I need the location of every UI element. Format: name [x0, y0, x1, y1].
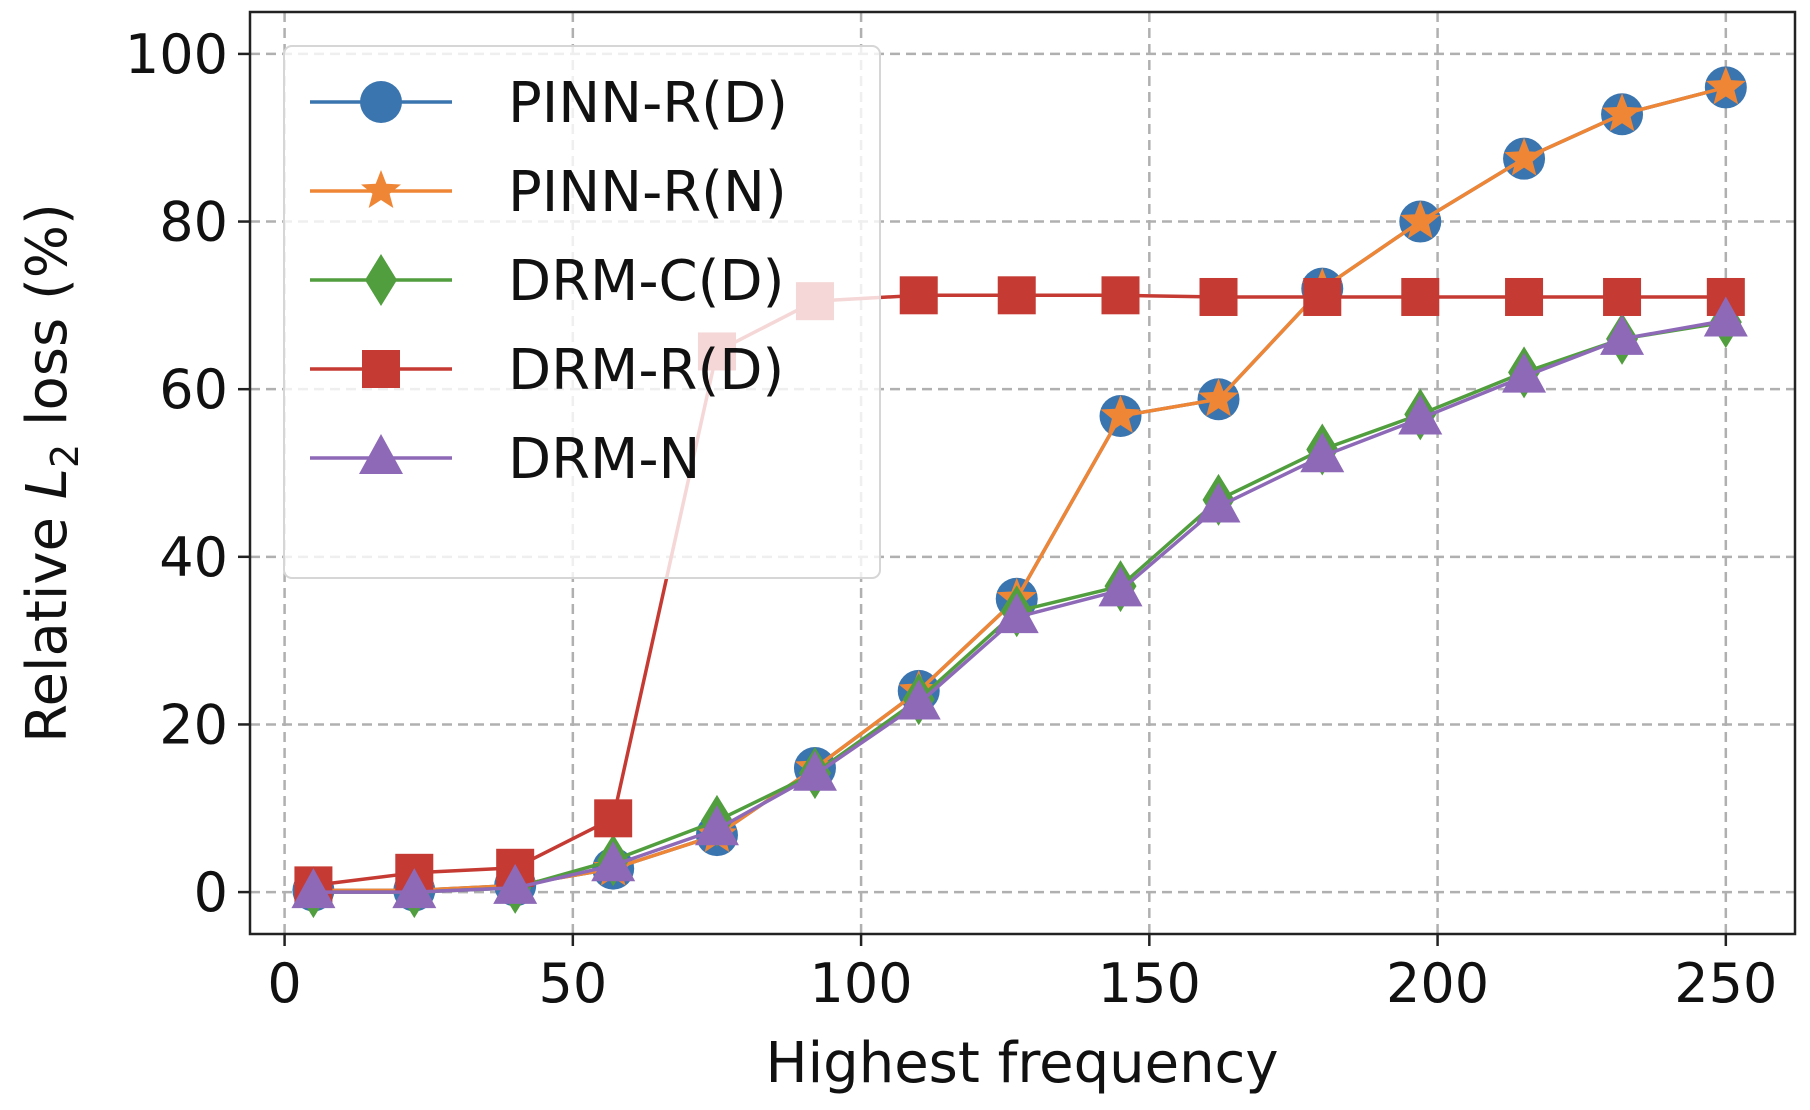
data-point: [392, 868, 437, 909]
data-point: [1705, 66, 1746, 105]
legend-item: PINN-R(N): [310, 160, 787, 225]
legend-marker: [360, 81, 402, 123]
data-point: [994, 593, 1039, 634]
axis-ticks: 0 50 100 150 200 250 0 20 40 60 80 100: [125, 23, 1777, 1015]
x-axis-label: Highest frequency: [766, 1031, 1279, 1096]
plot-frame: [248, 10, 1797, 936]
y-tick-label: 40: [159, 526, 228, 589]
data-point: [1502, 352, 1547, 393]
x-tick-label: 0: [267, 952, 301, 1015]
y-axis-label-subscript: 2: [43, 444, 87, 468]
legend-item: DRM-N: [310, 427, 700, 492]
series-DRM-N: [291, 296, 1748, 909]
y-axis-label: Relative L2 loss (%): [15, 203, 87, 743]
x-tick-label: 50: [538, 952, 607, 1015]
data-point: [792, 750, 837, 791]
legend-label: DRM-R(D): [508, 338, 784, 403]
y-tick-label: 100: [125, 23, 228, 86]
y-axis-label-suffix: loss (%): [15, 203, 80, 444]
data-point: [291, 868, 336, 909]
x-tick-label: 150: [1098, 952, 1201, 1015]
data-point: [1602, 93, 1643, 132]
x-tick-label: 100: [810, 952, 913, 1015]
y-tick-label: 80: [159, 191, 228, 254]
data-point: [594, 799, 633, 838]
y-tick-label: 0: [194, 861, 228, 924]
data-point: [1504, 137, 1545, 176]
legend-marker: [362, 350, 400, 388]
data-point: [1101, 276, 1140, 315]
legend-box: [283, 45, 881, 579]
data-point: [1603, 277, 1642, 316]
data-point: [591, 841, 636, 882]
data-point: [899, 276, 938, 315]
data-point: [1300, 432, 1345, 473]
data-point: [1401, 277, 1440, 316]
legend-entries: PINN-R(D) PINN-R(N) DRM-C(D) DRM-R(D) DRM-N: [310, 71, 788, 492]
legend-label: DRM-N: [508, 427, 700, 492]
x-tick-label: 250: [1674, 952, 1777, 1015]
legend-label: DRM-C(D): [508, 249, 784, 314]
data-point: [1198, 378, 1239, 417]
data-point: [1600, 314, 1645, 355]
x-tick-label: 200: [1386, 952, 1489, 1015]
data-point: [1400, 200, 1441, 239]
data-point: [1098, 566, 1143, 607]
legend-item: PINN-R(D): [310, 71, 788, 136]
data-point: [1100, 395, 1141, 433]
legend-item: DRM-C(D): [310, 249, 784, 314]
data-point: [1303, 277, 1342, 316]
data-point: [896, 679, 941, 720]
legend-marker: [361, 170, 401, 208]
data-point: [1196, 482, 1241, 523]
data-point: [1703, 296, 1748, 337]
y-axis-label-prefix: Relative: [15, 499, 80, 743]
legend-marker: [365, 254, 397, 306]
legend-item: DRM-R(D): [310, 338, 784, 403]
y-axis-label-variable: L: [15, 468, 80, 499]
data-point: [1199, 277, 1238, 316]
y-tick-label: 20: [159, 693, 228, 756]
legend: PINN-R(D) PINN-R(N) DRM-C(D) DRM-R(D) DRM-N: [283, 45, 881, 579]
series-layer: [291, 66, 1748, 919]
data-point: [694, 805, 739, 846]
legend-marker: [359, 434, 403, 474]
data-point: [1505, 277, 1544, 316]
y-tick-label: 60: [159, 358, 228, 421]
data-point: [997, 276, 1036, 315]
legend-label: PINN-R(D): [508, 71, 788, 136]
legend-label: PINN-R(N): [508, 160, 787, 225]
data-point: [1398, 394, 1443, 435]
data-point: [493, 863, 538, 904]
